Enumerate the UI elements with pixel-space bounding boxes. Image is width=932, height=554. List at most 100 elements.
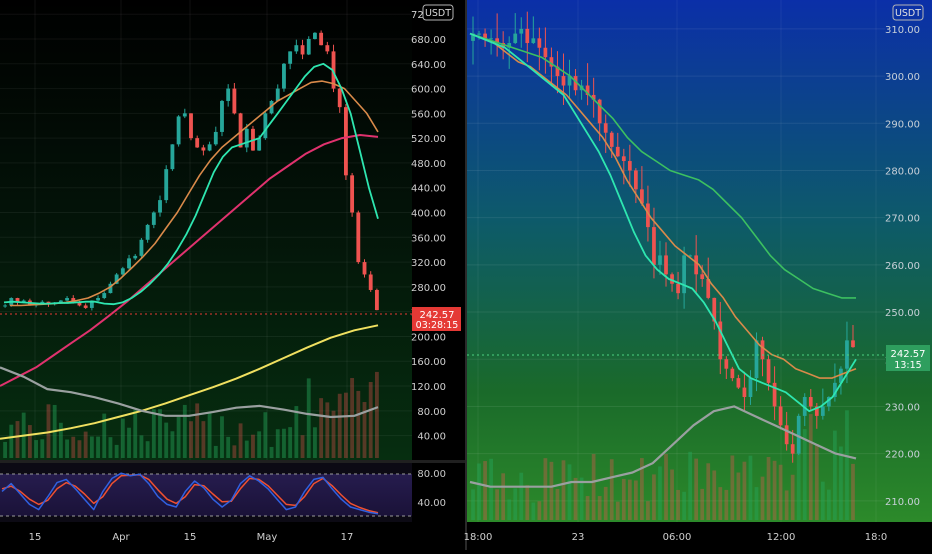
candle-body: [754, 340, 759, 379]
volume-bar: [350, 378, 355, 458]
price-tick-label: 320.00: [411, 258, 446, 269]
candle-body: [226, 88, 231, 101]
volume-bar: [195, 403, 200, 458]
volume-bar: [760, 476, 765, 520]
volume-bar: [652, 474, 656, 520]
candle-body: [15, 298, 20, 303]
volume-bar: [525, 485, 530, 520]
candle-body: [368, 274, 373, 290]
candle-body: [374, 289, 379, 311]
volume-bar: [555, 489, 560, 520]
candle-body: [213, 131, 218, 145]
volume-bar: [15, 421, 20, 458]
volume-bar: [127, 427, 131, 458]
candle-body: [96, 298, 100, 301]
right-chart-background: [467, 0, 885, 522]
candle-body: [343, 107, 348, 176]
right-price-tag-countdown: 13:15: [894, 360, 921, 371]
candle-body: [609, 132, 614, 147]
volume-bar: [537, 501, 542, 520]
volume-bar: [368, 382, 373, 458]
volume-bar: [288, 427, 293, 458]
ema-slow-line: [469, 32, 856, 299]
candle-body: [676, 283, 680, 294]
volume-bar: [615, 501, 620, 520]
candle-body: [362, 262, 367, 275]
candle-body: [495, 38, 500, 44]
candle-body: [555, 66, 560, 77]
volume-bar: [694, 458, 699, 520]
volume-bar: [531, 502, 536, 520]
volume-bar: [232, 445, 237, 458]
volume-bar: [591, 453, 596, 520]
candle-body: [282, 63, 286, 89]
volume-bar: [102, 413, 107, 458]
left-osc-separator: [0, 460, 465, 463]
candle-body: [519, 28, 524, 34]
volume-bar: [3, 441, 8, 458]
left-stochastic-panel[interactable]: 80.00 40.00: [0, 460, 465, 522]
volume-bar: [784, 490, 789, 520]
candle-body: [471, 33, 475, 41]
candle-body: [257, 138, 262, 151]
right-time-axis[interactable]: 18:00 23 06:00 12:00 18:0: [464, 522, 932, 550]
candle-body: [207, 144, 212, 151]
volume-bar: [300, 435, 305, 458]
volume-bar: [89, 436, 94, 458]
volume-bar: [9, 424, 14, 458]
volume-bar: [189, 421, 193, 458]
left-currency-label: USDT: [425, 8, 451, 19]
left-chart[interactable]: 720.00680.00640.00600.00560.00520.00480.…: [0, 0, 465, 550]
volume-bar: [483, 461, 487, 520]
volume-bar: [356, 390, 361, 458]
price-tick-label: 250.00: [885, 308, 920, 319]
volume-bar: [833, 430, 837, 520]
candle-body: [790, 444, 795, 454]
candle-body: [561, 76, 566, 86]
candle-body: [58, 300, 63, 303]
volume-bar: [507, 499, 512, 520]
volume-bar: [313, 427, 317, 458]
candle-body: [688, 255, 693, 257]
volume-bar: [337, 393, 342, 458]
volume-bar: [826, 489, 831, 520]
volume-bar: [71, 436, 76, 458]
volume-bar: [748, 455, 753, 520]
candle-body: [300, 45, 305, 55]
volume-bar: [145, 441, 150, 458]
candle-body: [694, 255, 699, 275]
volume-bar: [269, 446, 274, 458]
right-currency-badge[interactable]: USDT: [892, 4, 924, 21]
volume-bar: [213, 445, 218, 458]
volume-bar: [766, 457, 771, 520]
volume-bar: [513, 488, 518, 520]
volume-bar: [501, 473, 506, 520]
left-gridlines: [0, 0, 412, 460]
volume-bar: [108, 437, 113, 458]
candle-body: [706, 279, 711, 298]
price-tick-label: 680.00: [411, 35, 446, 46]
volume-bar: [754, 487, 759, 520]
candle-body: [133, 255, 138, 259]
right-volume-bars: [471, 410, 855, 520]
candle-body: [603, 123, 608, 133]
candle-body: [269, 100, 274, 114]
left-currency-badge[interactable]: USDT: [422, 4, 454, 21]
price-tick-label: 640.00: [411, 60, 446, 71]
volume-bar: [682, 491, 686, 520]
left-time-axis[interactable]: 15 Apr 15 May 17: [0, 522, 465, 550]
chart-divider[interactable]: [465, 0, 467, 550]
price-tick-label: 200.00: [411, 332, 446, 343]
right-chart[interactable]: 310.00 300.00 290.00 280.00 270.00 260.00 250.…: [464, 0, 932, 550]
volume-bar: [477, 463, 481, 520]
ema-slow-line: [0, 134, 379, 387]
volume-bar: [742, 461, 747, 520]
volume-bar: [802, 429, 807, 520]
volume-bar: [820, 481, 825, 520]
volume-bar: [627, 479, 632, 520]
time-tick-label: 17: [341, 532, 354, 543]
candle-body: [597, 99, 602, 124]
candle-body: [294, 45, 299, 52]
left-price-tag-value: 242.57: [420, 310, 455, 321]
